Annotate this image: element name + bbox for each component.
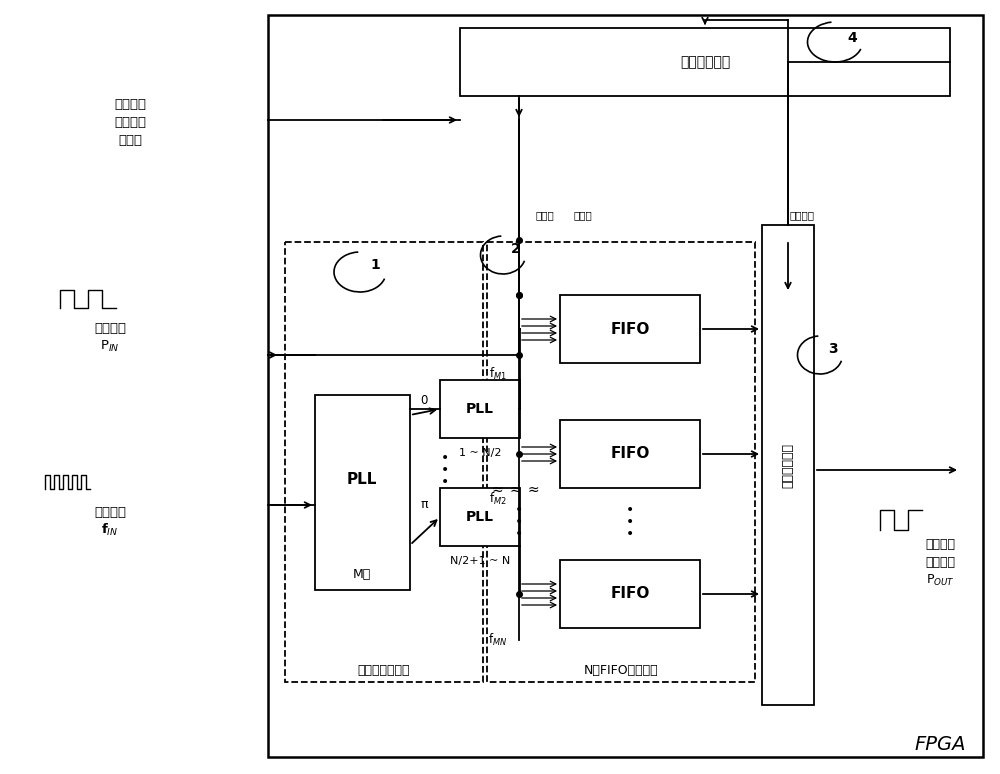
Text: FIFO: FIFO <box>610 321 650 337</box>
Text: PLL: PLL <box>466 402 494 416</box>
Text: •: • <box>441 451 449 465</box>
Text: 脉冲信号: 脉冲信号 <box>94 321 126 334</box>
Text: 汇集使能: 汇集使能 <box>790 210 814 220</box>
Text: f$_{MN}$: f$_{MN}$ <box>488 632 508 648</box>
Bar <box>560 560 700 628</box>
Bar <box>560 420 700 488</box>
Text: 来自上位: 来自上位 <box>114 98 146 111</box>
Text: 倍频及移相模块: 倍频及移相模块 <box>358 663 410 676</box>
Text: N/2+1 ~ N: N/2+1 ~ N <box>450 556 510 566</box>
Text: •: • <box>515 503 523 517</box>
Text: 1: 1 <box>370 258 380 272</box>
Text: N丮FIFO存储单元: N丮FIFO存储单元 <box>584 663 658 676</box>
Text: 4: 4 <box>847 31 857 45</box>
Text: PLL: PLL <box>466 510 494 524</box>
Text: PLL: PLL <box>347 472 377 488</box>
Text: •: • <box>441 475 449 489</box>
Text: M倍: M倍 <box>353 568 371 581</box>
Text: P$_{OUT}$: P$_{OUT}$ <box>926 573 954 587</box>
Bar <box>460 28 950 96</box>
Text: FIFO: FIFO <box>610 447 650 461</box>
Bar <box>762 225 814 705</box>
Bar <box>487 242 755 682</box>
Bar <box>440 488 520 546</box>
Text: 读使能: 读使能 <box>535 210 554 220</box>
Text: FIFO: FIFO <box>610 587 650 601</box>
Text: 基准时钟: 基准时钟 <box>94 505 126 519</box>
Text: ≈: ≈ <box>527 483 539 497</box>
Text: ≈: ≈ <box>509 483 521 497</box>
Text: ≈: ≈ <box>491 483 503 497</box>
Text: f$_{IN}$: f$_{IN}$ <box>101 522 119 538</box>
Text: 1 ~ N/2: 1 ~ N/2 <box>459 448 501 458</box>
Text: •: • <box>515 527 523 541</box>
Text: FPGA: FPGA <box>914 735 966 755</box>
Text: P$_{IN}$: P$_{IN}$ <box>100 338 120 354</box>
Text: f$_{M2}$: f$_{M2}$ <box>489 491 507 507</box>
Bar <box>440 380 520 438</box>
Text: 回波脉冲: 回波脉冲 <box>925 539 955 552</box>
Text: 数据汇集模块: 数据汇集模块 <box>782 443 794 488</box>
Bar <box>315 395 410 590</box>
Text: 机的设定: 机的设定 <box>114 117 146 129</box>
Text: •: • <box>626 515 634 529</box>
Bar <box>285 242 483 682</box>
Bar <box>268 15 983 757</box>
Bar <box>560 295 700 363</box>
Text: •: • <box>441 463 449 477</box>
Text: 写使能: 写使能 <box>574 210 593 220</box>
Text: •: • <box>515 515 523 529</box>
Text: f$_{M1}$: f$_{M1}$ <box>489 366 507 382</box>
Text: 计数延迟模块: 计数延迟模块 <box>680 55 730 69</box>
Text: 0: 0 <box>420 393 428 406</box>
Text: •: • <box>626 527 634 541</box>
Text: π: π <box>420 498 428 512</box>
Text: 3: 3 <box>828 342 838 356</box>
Text: 延迟输出: 延迟输出 <box>925 556 955 568</box>
Text: 延迟値: 延迟値 <box>118 135 142 148</box>
Text: •: • <box>626 503 634 517</box>
Text: 2: 2 <box>511 242 521 256</box>
